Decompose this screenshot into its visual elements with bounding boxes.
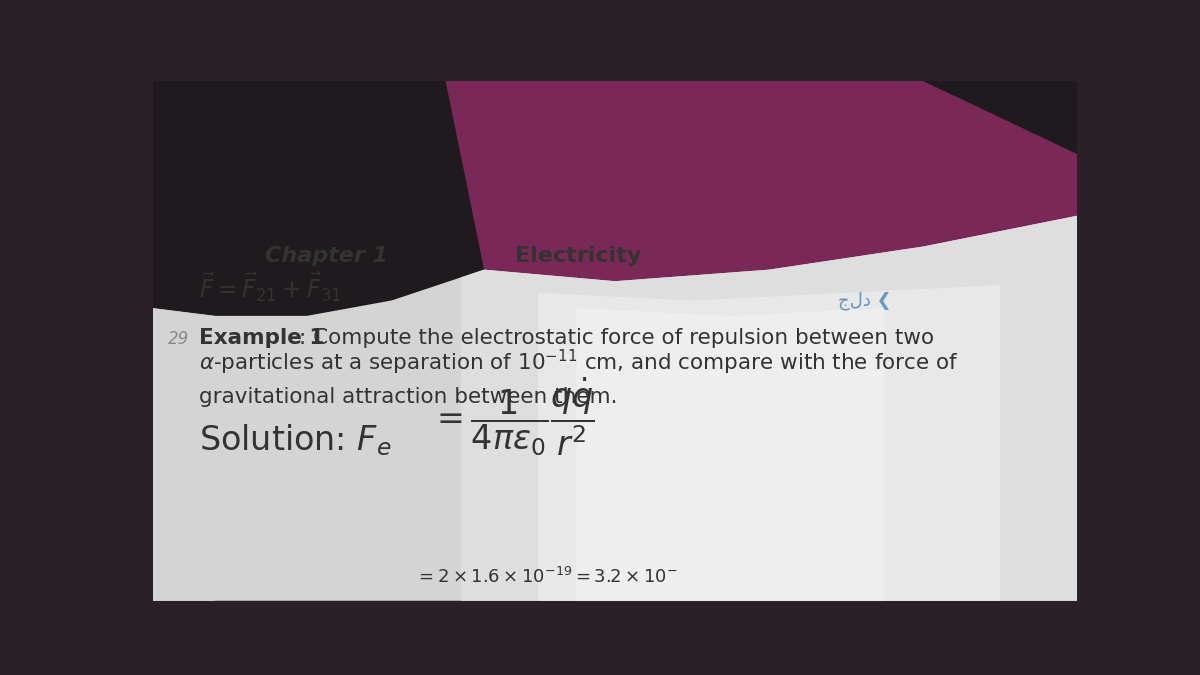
Polygon shape	[576, 308, 884, 601]
Text: Solution: $F_e$: Solution: $F_e$	[199, 423, 391, 458]
Polygon shape	[154, 216, 1078, 601]
Text: $= 2 \times 1.6 \times 10^{-19} = 3.2 \times 10^{-}$: $= 2 \times 1.6 \times 10^{-19} = 3.2 \t…	[415, 567, 678, 587]
Text: Example 1: Example 1	[199, 328, 324, 348]
Polygon shape	[445, 81, 1078, 300]
Text: gravitational attraction between them.: gravitational attraction between them.	[199, 387, 618, 407]
Text: : Compute the electrostatic force of repulsion between two: : Compute the electrostatic force of rep…	[299, 328, 935, 348]
Polygon shape	[154, 81, 215, 601]
Text: Electricity: Electricity	[515, 246, 641, 266]
Text: جلد ❮: جلد ❮	[839, 291, 892, 310]
Text: $= \dfrac{1}{4\pi\epsilon_0} \dfrac{q\dot{q}}{r^2}$: $= \dfrac{1}{4\pi\epsilon_0} \dfrac{q\do…	[431, 376, 595, 458]
Text: 29: 29	[168, 330, 190, 348]
Polygon shape	[923, 81, 1078, 154]
Text: $\alpha$-particles at a separation of $10^{-11}$ cm, and compare with the force : $\alpha$-particles at a separation of $1…	[199, 348, 959, 377]
Polygon shape	[538, 285, 1000, 601]
Polygon shape	[461, 216, 1078, 601]
Text: $\vec{F} = \vec{F}_{21} + \vec{F}_{31}$: $\vec{F} = \vec{F}_{21} + \vec{F}_{31}$	[199, 271, 342, 304]
Polygon shape	[154, 81, 484, 316]
Text: Chapter 1: Chapter 1	[265, 246, 388, 266]
